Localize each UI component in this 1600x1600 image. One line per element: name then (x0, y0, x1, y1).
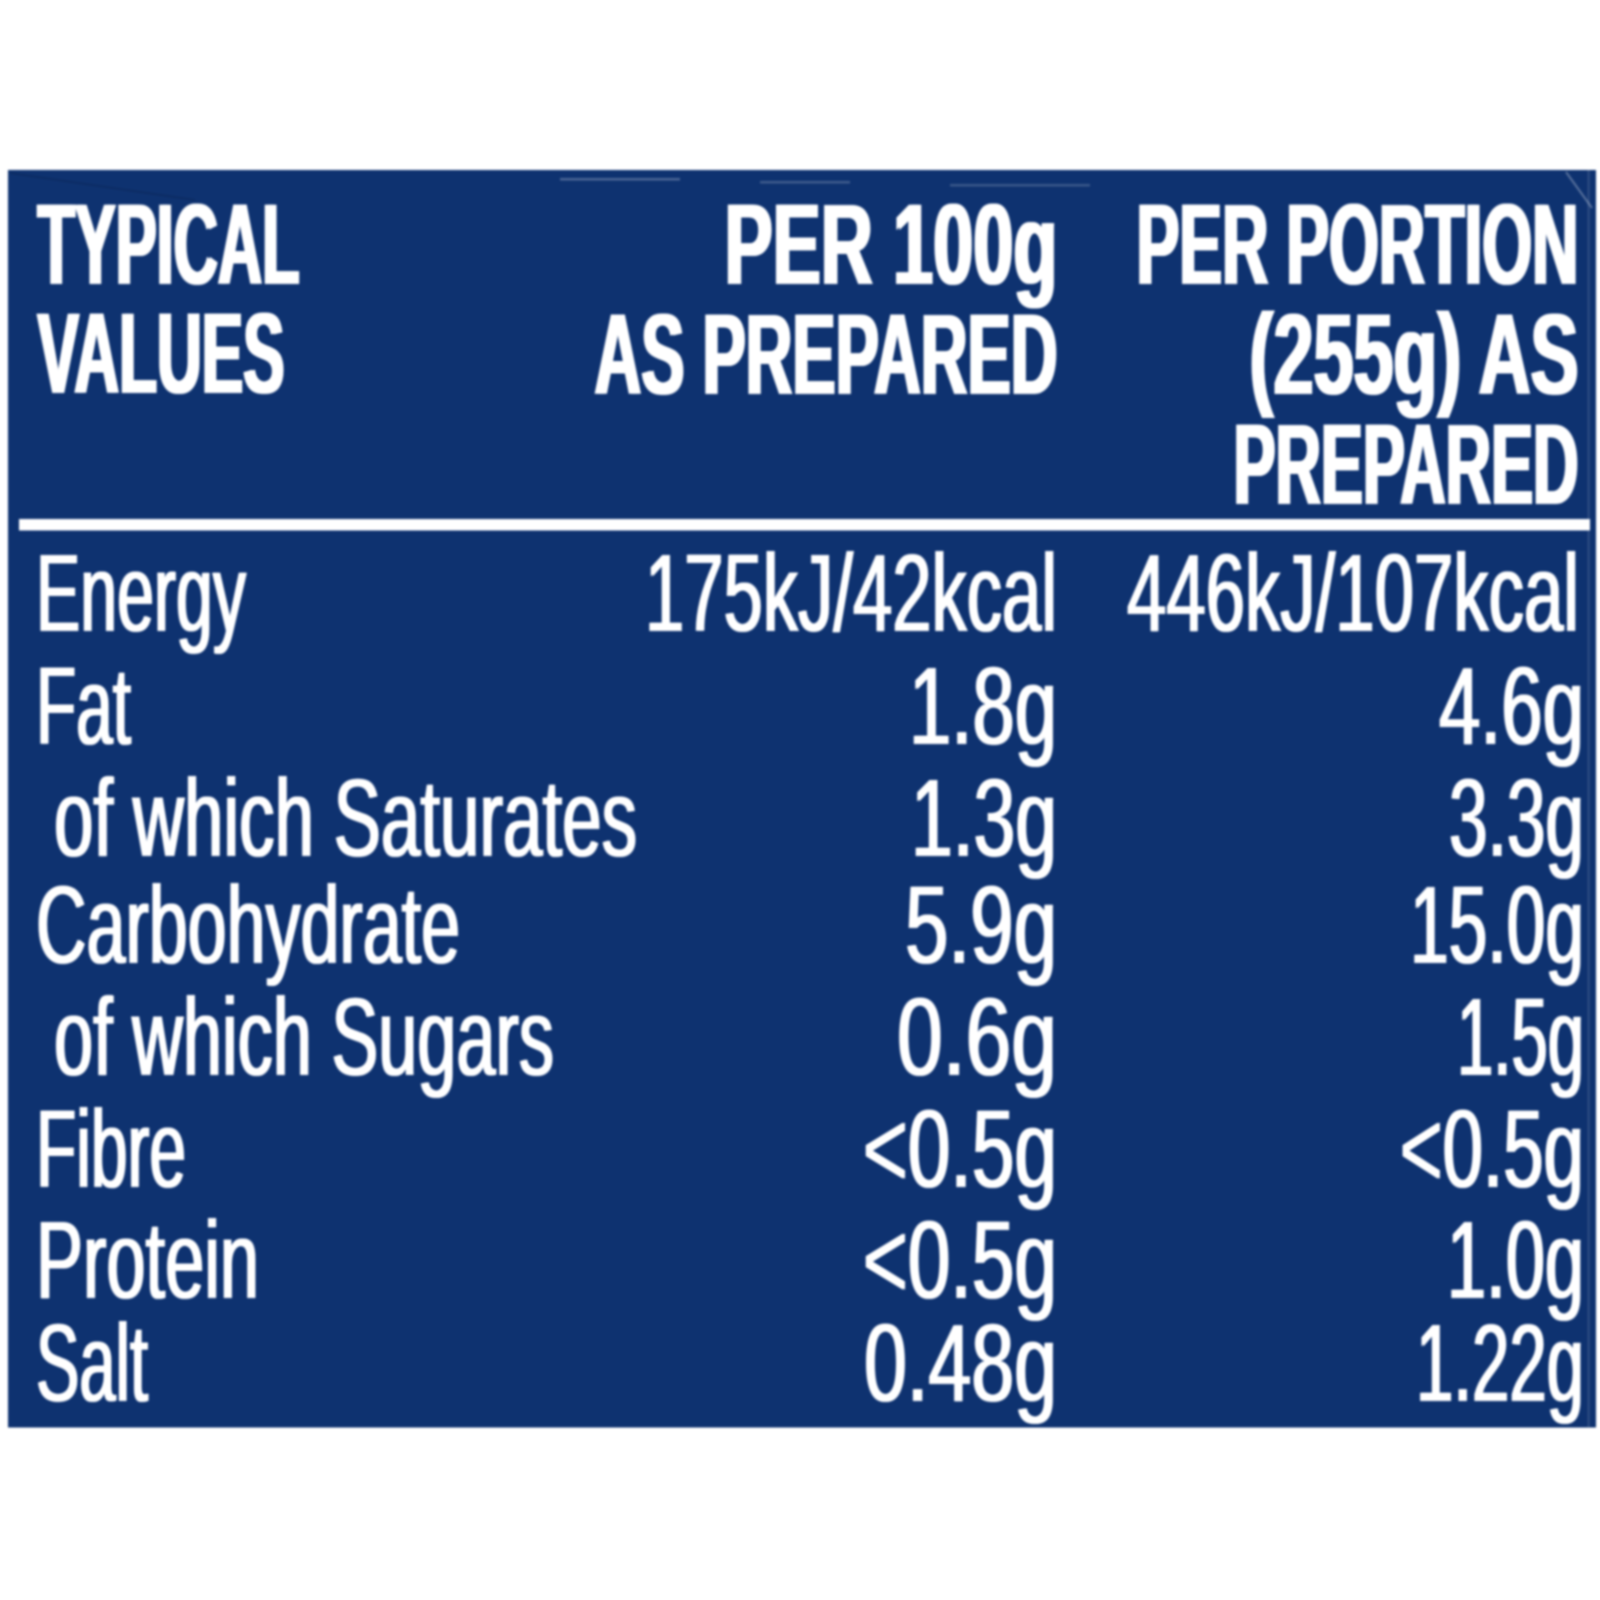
svg-text:1.8g: 1.8g (908, 645, 1056, 768)
svg-text:PREPARED: PREPARED (1232, 401, 1577, 529)
svg-text:PER PORTION: PER PORTION (1138, 181, 1580, 309)
svg-text:15.0g: 15.0g (1411, 864, 1585, 987)
svg-text:Fat: Fat (35, 645, 130, 768)
svg-text:1.3g: 1.3g (910, 757, 1056, 880)
svg-text:1.22g: 1.22g (1415, 1302, 1583, 1425)
svg-text:5.9g: 5.9g (904, 864, 1056, 987)
svg-text:0.48g: 0.48g (865, 1302, 1058, 1425)
svg-text:<0.5g: <0.5g (862, 1088, 1056, 1211)
svg-text:5.9g: 5.9g (906, 864, 1058, 987)
svg-text:Salt: Salt (37, 1302, 149, 1425)
svg-text:1.0g: 1.0g (1446, 1199, 1583, 1322)
svg-text:0.6g: 0.6g (898, 976, 1058, 1099)
svg-text:<0.5g: <0.5g (864, 1199, 1058, 1322)
svg-text:446kJ/107kcal: 446kJ/107kcal (1128, 532, 1580, 655)
svg-text:4.6g: 4.6g (1440, 645, 1585, 768)
svg-text:TYPICAL: TYPICAL (36, 181, 298, 309)
svg-text:of which Sugars: of which Sugars (53, 976, 553, 1099)
svg-text:Carbohydrate: Carbohydrate (37, 864, 461, 987)
svg-text:Carbohydrate: Carbohydrate (35, 864, 459, 987)
svg-text:PER 100g: PER 100g (723, 181, 1056, 309)
svg-text:AS PREPARED: AS PREPARED (593, 291, 1056, 419)
svg-text:VALUES: VALUES (39, 290, 286, 418)
svg-text:PREPARED: PREPARED (1235, 401, 1580, 529)
svg-text:Energy: Energy (37, 532, 247, 655)
svg-text:175kJ/42kcal: 175kJ/42kcal (644, 532, 1056, 655)
svg-text:Protein: Protein (35, 1199, 258, 1322)
svg-text:VALUES: VALUES (36, 290, 283, 418)
svg-text:<0.5g: <0.5g (864, 1088, 1058, 1211)
svg-text:of which Saturates: of which Saturates (53, 757, 636, 880)
svg-text:<0.5g: <0.5g (862, 1199, 1056, 1322)
svg-text:(255g) AS: (255g) AS (1251, 291, 1580, 419)
svg-text:<0.5g: <0.5g (1399, 1088, 1583, 1211)
svg-text:1.8g: 1.8g (910, 645, 1058, 768)
svg-text:TYPICAL: TYPICAL (39, 181, 301, 309)
svg-text:<0.5g: <0.5g (1401, 1088, 1585, 1211)
svg-text:446kJ/107kcal: 446kJ/107kcal (1126, 532, 1578, 655)
svg-text:Salt: Salt (35, 1302, 147, 1425)
svg-text:Fibre: Fibre (37, 1088, 187, 1211)
svg-text:Protein: Protein (37, 1199, 260, 1322)
svg-text:AS PREPARED: AS PREPARED (596, 291, 1059, 419)
svg-text:1.22g: 1.22g (1417, 1302, 1585, 1425)
svg-text:1.0g: 1.0g (1448, 1199, 1585, 1322)
svg-text:0.6g: 0.6g (896, 976, 1056, 1099)
svg-text:15.0g: 15.0g (1409, 864, 1583, 987)
svg-text:1.3g: 1.3g (912, 757, 1058, 880)
svg-text:(255g) AS: (255g) AS (1248, 291, 1577, 419)
svg-text:0.48g: 0.48g (863, 1302, 1056, 1425)
svg-text:175kJ/42kcal: 175kJ/42kcal (646, 532, 1058, 655)
svg-text:3.3g: 3.3g (1450, 757, 1585, 880)
svg-text:Fat: Fat (37, 645, 132, 768)
svg-text:4.6g: 4.6g (1438, 645, 1583, 768)
svg-text:PER PORTION: PER PORTION (1135, 181, 1577, 309)
svg-text:of which Saturates: of which Saturates (55, 757, 638, 880)
svg-text:Fibre: Fibre (35, 1088, 185, 1211)
svg-text:3.3g: 3.3g (1448, 757, 1583, 880)
svg-text:PER 100g: PER 100g (726, 181, 1059, 309)
svg-text:1.5g: 1.5g (1458, 976, 1585, 1099)
svg-text:1.5g: 1.5g (1456, 976, 1583, 1099)
svg-text:Energy: Energy (35, 532, 245, 655)
svg-text:of which Sugars: of which Sugars (55, 976, 555, 1099)
